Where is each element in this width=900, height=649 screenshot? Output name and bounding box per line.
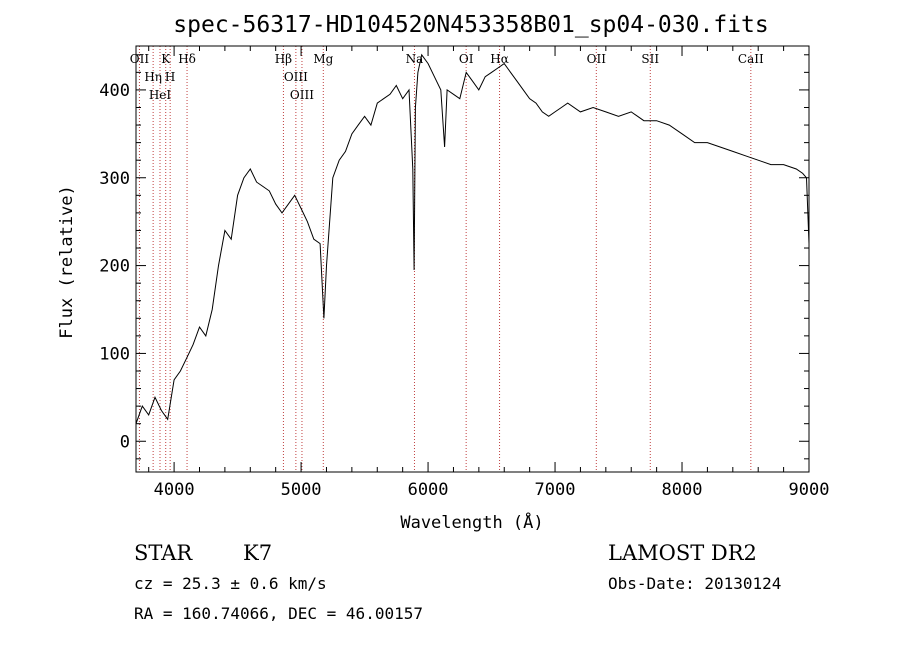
survey-name: LAMOST DR2: [608, 541, 757, 565]
spectrum-line: [135, 53, 810, 424]
y-axis: 0 100 200 300 400: [99, 54, 809, 460]
line-label: H: [165, 70, 175, 84]
line-label: Hβ: [275, 52, 292, 66]
line-label: SII: [641, 52, 659, 66]
spectral-line-markers: [138, 46, 752, 472]
line-label: Hα: [490, 52, 509, 66]
line-label: Na: [406, 52, 424, 66]
line-label: Mg: [313, 52, 333, 66]
y-axis-label: Flux (relative): [57, 185, 77, 339]
object-class: STAR: [134, 541, 193, 565]
line-label: Hδ: [178, 52, 196, 66]
line-label: HeI: [149, 88, 172, 102]
line-label: OII: [587, 52, 607, 66]
line-label: Hη: [144, 70, 162, 84]
line-label: OIII: [290, 88, 314, 102]
x-tick-label: 9000: [789, 480, 830, 500]
spectral-subclass: K7: [243, 541, 272, 565]
coordinates: RA = 160.74066, DEC = 46.00157: [134, 604, 423, 623]
y-tick-label: 100: [99, 344, 130, 364]
plot-frame: [135, 45, 810, 473]
redshift-value: cz = 25.3 ± 0.6 km/s: [134, 574, 327, 593]
chart-title: spec-56317-HD104520N453358B01_sp04-030.f…: [173, 12, 768, 38]
y-tick-label: 400: [99, 81, 130, 101]
y-tick-label: 0: [120, 432, 130, 452]
y-tick-label: 300: [99, 169, 130, 189]
observation-date: Obs-Date: 20130124: [608, 574, 781, 593]
line-label: OIII: [284, 70, 308, 84]
line-label: OI: [459, 52, 474, 66]
x-tick-label: 4000: [154, 480, 195, 500]
x-axis-label: Wavelength (Å): [400, 511, 543, 533]
x-tick-label: 7000: [535, 480, 576, 500]
y-tick-label: 200: [99, 257, 130, 277]
line-label: OII: [130, 52, 150, 66]
x-tick-label: 8000: [662, 480, 703, 500]
x-tick-label: 5000: [281, 480, 322, 500]
line-label: CaII: [738, 52, 764, 66]
x-axis: 4000 5000 6000 7000 8000 9000: [148, 46, 830, 500]
line-label: K: [161, 52, 171, 66]
x-tick-label: 6000: [408, 480, 449, 500]
